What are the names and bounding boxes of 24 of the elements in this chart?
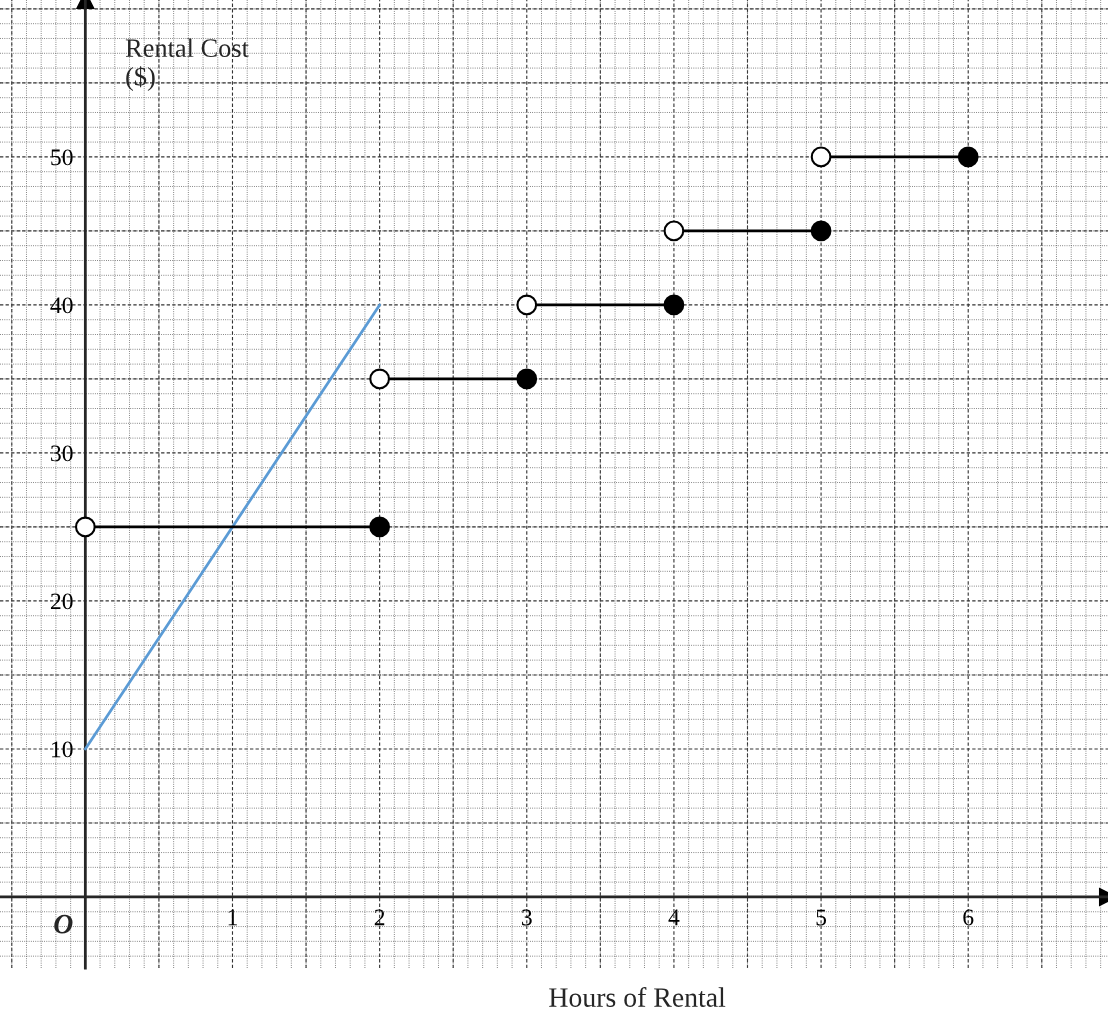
point bbox=[957, 146, 979, 168]
point bbox=[810, 220, 832, 242]
x-tick-label: 2 bbox=[374, 909, 385, 926]
x-axis-title: Hours of Rental bbox=[549, 987, 726, 1007]
point bbox=[663, 294, 685, 316]
x-tick-label: 1 bbox=[228, 909, 237, 926]
y-tick-label: 40 bbox=[50, 297, 73, 314]
point bbox=[369, 368, 390, 390]
x-tick-label: 3 bbox=[522, 909, 532, 926]
x-tick-label: 6 bbox=[963, 909, 974, 926]
point bbox=[369, 516, 390, 538]
y-tick-label: 20 bbox=[50, 593, 73, 610]
y-tick-label: 10 bbox=[52, 741, 73, 758]
x-tick-label: 5 bbox=[816, 909, 827, 926]
point bbox=[663, 220, 685, 242]
point bbox=[516, 294, 538, 316]
point bbox=[810, 146, 832, 168]
x-tick-label: 4 bbox=[668, 909, 680, 926]
point bbox=[516, 368, 538, 390]
y-axis-title: Rental Cost ($) bbox=[125, 38, 249, 91]
point bbox=[74, 516, 96, 538]
y-tick-label: 50 bbox=[51, 149, 73, 166]
annotation: O bbox=[54, 914, 73, 934]
y-tick-label: 30 bbox=[51, 445, 73, 462]
